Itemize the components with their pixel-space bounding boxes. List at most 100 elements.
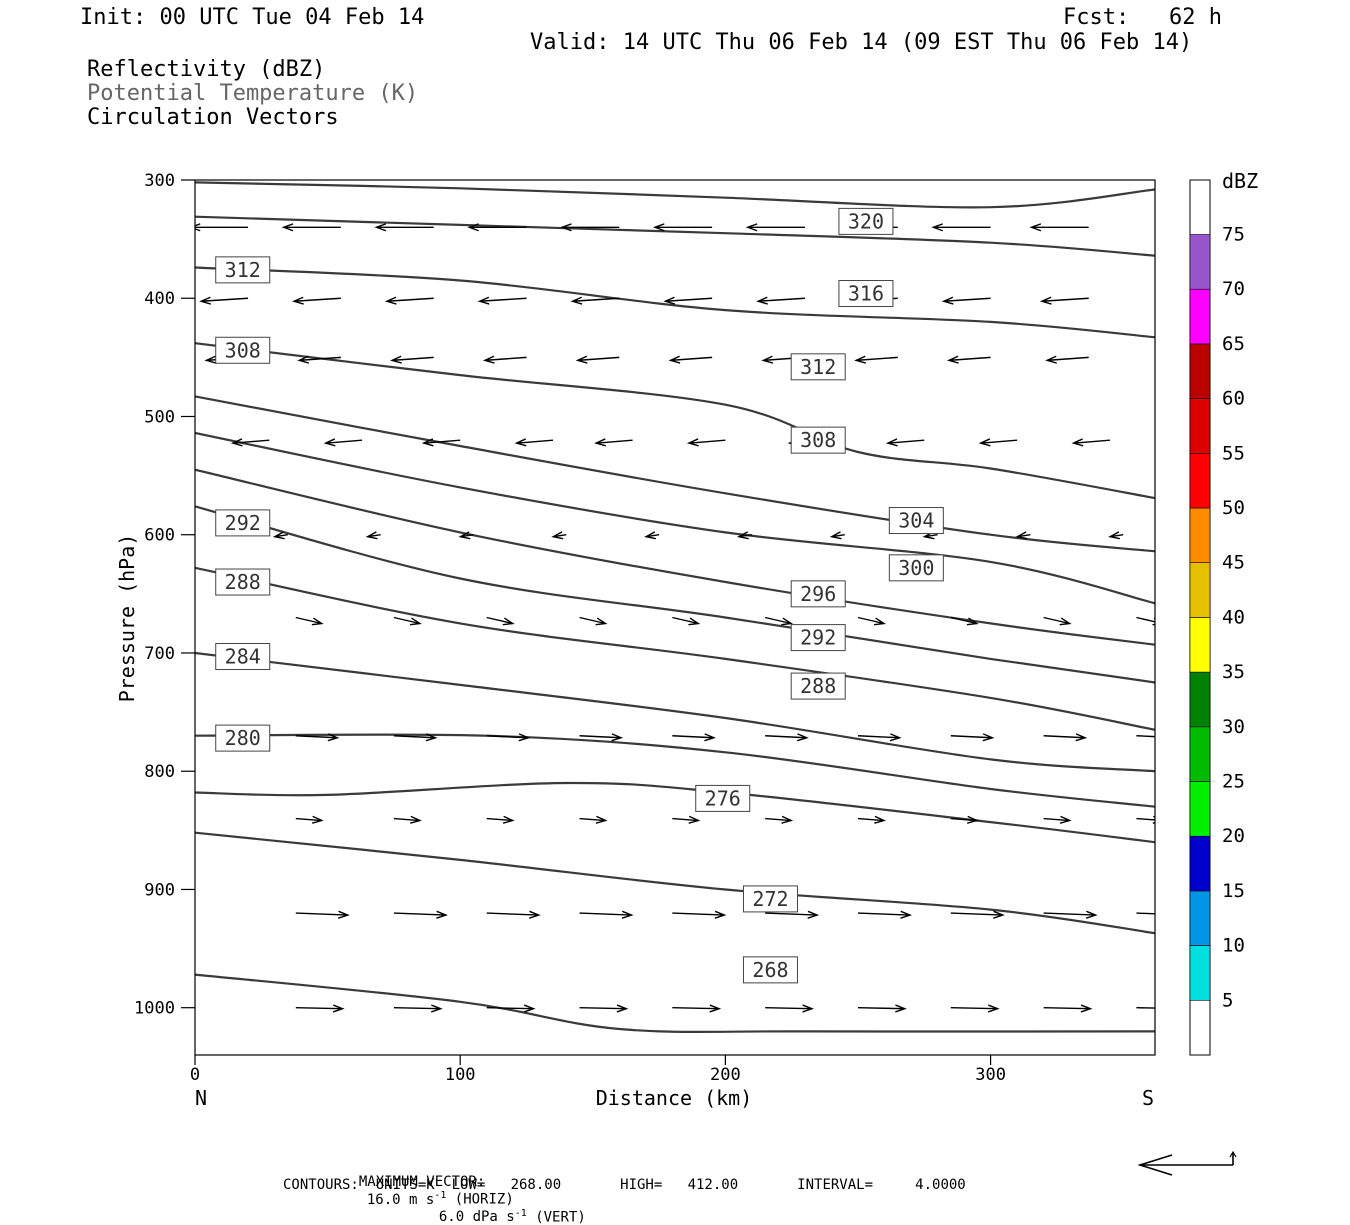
circulation-vector <box>295 1004 345 1013</box>
circulation-vector <box>686 438 726 447</box>
colorbar-segment <box>1189 343 1211 399</box>
colorbar-label: 75 <box>1222 224 1245 246</box>
theta-contour-300 <box>195 431 1155 605</box>
contour-label-312: 312 <box>215 256 271 284</box>
circulation-vector <box>950 815 979 824</box>
contour-label-text: 320 <box>848 209 884 233</box>
valid-time: Valid: 14 UTC Thu 06 Feb 14 (09 EST Thu … <box>530 30 1193 55</box>
circulation-vector <box>857 910 913 919</box>
circulation-vector <box>672 733 716 742</box>
circulation-vector <box>765 815 794 824</box>
circulation-vector <box>579 910 634 919</box>
circulation-vector <box>195 223 249 232</box>
circulation-vector <box>486 616 515 626</box>
contour-label-text: 300 <box>898 556 934 580</box>
colorbar-label: 30 <box>1222 716 1245 738</box>
circulation-vector <box>672 910 727 919</box>
contour-label-288: 288 <box>790 672 846 700</box>
circulation-vector <box>857 1004 907 1013</box>
contour-info: CONTOURS: UNITS=K LOW= 268.00 HIGH= 412.… <box>283 1177 966 1193</box>
contour-label-text: 316 <box>848 282 884 306</box>
contour-label-280: 280 <box>215 724 271 752</box>
circulation-vector <box>1043 733 1088 742</box>
max-horiz-exponent: -1 <box>434 1190 447 1201</box>
circulation-vector <box>765 616 794 626</box>
contour-label-308: 308 <box>790 426 846 454</box>
contour-label-text: 312 <box>800 355 836 379</box>
circulation-vector <box>1045 355 1089 364</box>
contour-label-text: 304 <box>898 509 934 533</box>
circulation-vector <box>272 531 288 540</box>
theta-contour-312 <box>195 266 1155 339</box>
colorbar-segment <box>1189 562 1211 618</box>
max-vert-tag: (VERT) <box>526 1209 586 1225</box>
colorbar-segment <box>1189 617 1211 673</box>
theta-contour-268 <box>195 973 1155 1033</box>
circulation-vector <box>854 355 898 364</box>
x-tick-label: 100 <box>445 1065 476 1085</box>
circulation-vector <box>486 910 541 919</box>
colorbar-segment <box>1189 234 1211 290</box>
circulation-vector <box>384 296 434 305</box>
circulation-vector <box>297 355 341 364</box>
circulation-vector <box>1136 912 1155 915</box>
contour-label-308: 308 <box>215 336 271 364</box>
contour-label-text: 308 <box>225 338 261 362</box>
circulation-vector <box>579 616 608 626</box>
contour-label-272: 272 <box>742 885 798 913</box>
colorbar-title: dBZ <box>1222 169 1258 193</box>
circulation-vector <box>672 815 701 824</box>
plot-frame <box>194 179 1156 1056</box>
contour-label-text: 288 <box>800 674 836 698</box>
theta-contour-296 <box>195 468 1155 646</box>
colorbar-label: 15 <box>1222 880 1245 902</box>
colorbar-segment <box>1189 835 1211 892</box>
colorbar-label: 40 <box>1222 606 1245 628</box>
legend-circulation-vectors: Circulation Vectors <box>87 105 339 130</box>
legend-potential-temperature: Potential Temperature (K) <box>87 81 419 106</box>
colorbar-label: 50 <box>1222 497 1245 519</box>
circulation-vector <box>672 616 701 626</box>
circulation-vector <box>390 355 434 364</box>
colorbar-segment <box>1189 288 1211 345</box>
colorbar-label: 70 <box>1222 278 1245 300</box>
circulation-vector <box>857 733 902 742</box>
circulation-vector <box>486 733 531 742</box>
circulation-vector <box>978 438 1018 447</box>
circulation-vector <box>765 733 809 742</box>
y-tick-label: 500 <box>144 407 175 427</box>
x-tick-label: 200 <box>710 1065 741 1085</box>
circulation-vector <box>931 223 991 232</box>
circulation-vector <box>514 438 554 447</box>
circulation-vector <box>857 815 887 824</box>
circulation-vector <box>736 531 753 540</box>
contour-label-288: 288 <box>215 568 271 596</box>
circulation-vector <box>551 531 567 540</box>
circulation-vector <box>1015 531 1031 540</box>
circulation-vector <box>1108 531 1124 540</box>
circulation-vector <box>295 733 340 742</box>
reference-vector <box>1137 1150 1237 1176</box>
circulation-vector <box>644 531 660 540</box>
contour-label-text: 296 <box>800 582 836 606</box>
circulation-vector <box>1043 1004 1093 1013</box>
theta-contour-280 <box>195 733 1155 808</box>
contour-label-text: 276 <box>705 786 741 810</box>
contour-label-text: 292 <box>800 626 836 650</box>
contour-label-text: 292 <box>225 511 261 535</box>
contour-label-text: 308 <box>800 428 836 452</box>
y-axis-label: Pressure (hPa) <box>115 534 139 703</box>
colorbar-segment <box>1189 890 1211 946</box>
theta-contour-304 <box>195 395 1155 553</box>
circulation-vector <box>230 438 270 447</box>
circulation-vector <box>482 355 527 364</box>
circulation-vector <box>1043 910 1098 919</box>
y-tick-label: 800 <box>144 762 175 782</box>
colorbar-segment <box>1189 507 1211 564</box>
circulation-vector <box>458 531 474 540</box>
max-vert-vector: 6.0 dPa s <box>438 1209 515 1225</box>
colorbar-label: 10 <box>1222 935 1245 957</box>
circulation-vector <box>756 296 805 305</box>
circulation-vector <box>281 223 341 232</box>
y-tick-label: 600 <box>144 526 175 546</box>
